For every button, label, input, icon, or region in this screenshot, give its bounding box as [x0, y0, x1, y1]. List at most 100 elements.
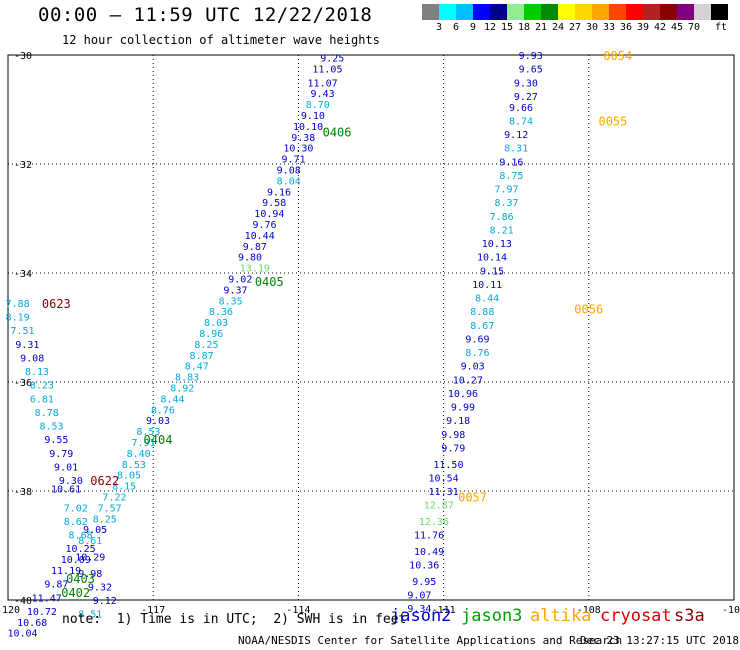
wave-height-value: 10.44 [245, 231, 275, 242]
wave-height-value: 9.99 [451, 403, 475, 414]
wave-height-value: 7.88 [6, 299, 30, 310]
wave-height-value: 9.95 [412, 577, 436, 588]
wave-height-value: 9.12 [504, 130, 528, 141]
colorbar-swatch [626, 4, 643, 20]
wave-height-value: 8.15 [112, 482, 136, 493]
wave-height-value: 9.79 [441, 443, 465, 454]
colorbar-label: 21 [534, 22, 548, 33]
wave-height-value: 9.37 [223, 285, 247, 296]
legend-jason2: jason2 [390, 606, 452, 626]
footer-note: note: 1) Time is in UTC; 2) SWH is in fe… [62, 612, 407, 627]
wave-height-value: 9.30 [514, 78, 538, 89]
figure-subtitle: 12 hour collection of altimeter wave hei… [62, 33, 380, 47]
wave-height-value: 9.98 [78, 569, 102, 580]
wave-height-value: 10.68 [17, 618, 47, 629]
wave-height-value: 8.21 [490, 225, 514, 236]
wave-height-value: 8.75 [499, 171, 523, 182]
wave-height-value: 8.53 [136, 427, 160, 438]
wave-height-value: 9.93 [519, 51, 543, 62]
colorbar-label: 18 [517, 22, 531, 33]
wave-height-value: 10.29 [75, 552, 105, 563]
wave-height-value: 9.27 [514, 92, 538, 103]
colorbar-swatch [609, 4, 626, 20]
wave-height-value: 9.10 [301, 111, 325, 122]
wave-height-value: 9.16 [267, 187, 291, 198]
wave-height-value: 9.07 [407, 591, 431, 602]
wave-height-value: 11.19 [51, 566, 81, 577]
wave-height-value: 9.80 [238, 253, 262, 264]
pass-time-label: 0404 [144, 433, 173, 447]
colorbar-label: 42 [653, 22, 667, 33]
wave-height-value: 9.18 [446, 416, 470, 427]
wave-height-value: 9.55 [44, 435, 68, 446]
colorbar-label: 24 [551, 22, 565, 33]
wave-height-value: 10.04 [7, 629, 37, 640]
wave-height-value: 8.44 [161, 394, 185, 405]
wave-height-value: 9.31 [15, 340, 39, 351]
legend-altika: altika [530, 606, 592, 626]
wave-height-value: 11.05 [312, 65, 342, 76]
wave-height-value: 10.11 [472, 280, 502, 291]
wave-height-value: 10.10 [293, 122, 323, 133]
wave-height-value: 8.47 [185, 362, 209, 373]
wave-height-value: 11.76 [414, 531, 444, 542]
wave-height-value: 9.25 [320, 54, 344, 65]
wave-height-value: 9.98 [441, 430, 465, 441]
wave-height-value: 8.35 [219, 296, 243, 307]
lon-tick-label: -120 [0, 605, 20, 616]
colorbar-label: 9 [469, 22, 477, 33]
wave-height-value: 8.40 [127, 449, 151, 460]
colorbar-label: 12 [483, 22, 497, 33]
colorbar-unit: ft [715, 22, 728, 33]
wave-height-value: 8.70 [306, 100, 330, 111]
wave-height-value: 10.54 [429, 473, 459, 484]
wave-height-value: 9.76 [252, 220, 276, 231]
wave-height-value: 11.47 [32, 593, 62, 604]
wave-height-value: 8.53 [122, 460, 146, 471]
lon-tick-label: -105 [722, 605, 740, 616]
legend-jason3: jason3 [461, 606, 523, 626]
wave-height-value: 9.32 [88, 582, 112, 593]
wave-height-value: 7.51 [10, 326, 34, 337]
axes [7, 54, 735, 601]
wave-height-value: 8.31 [504, 144, 528, 155]
wave-height-value: 8.04 [277, 176, 301, 187]
lon-tick-label: -114 [286, 605, 310, 616]
wave-height-value: 13.19 [240, 264, 270, 275]
lon-tick-label: -111 [432, 605, 456, 616]
timestamp: Dec 23 13:27:15 UTC 2018 [580, 634, 739, 647]
lat-tick-label: -32 [14, 160, 32, 171]
plot-frame [7, 54, 735, 601]
colorbar-label: 15 [500, 22, 514, 33]
wave-height-value: 8.25 [93, 514, 117, 525]
wave-height-value: 10.13 [482, 239, 512, 250]
wave-height-value: 8.13 [25, 367, 49, 378]
colorbar-swatch [439, 4, 456, 20]
wave-height-value: 8.78 [35, 408, 59, 419]
pass-time-label: 0402 [61, 586, 90, 600]
wave-height-value: 9.34 [407, 604, 431, 615]
wave-height-value: 10.09 [61, 555, 91, 566]
colorbar-swatch [507, 4, 524, 20]
wave-height-value: 8.61 [78, 536, 102, 547]
colorbar-swatch [711, 4, 728, 20]
wave-height-value: 12.36 [419, 517, 449, 528]
wave-height-value: 10.14 [477, 253, 507, 264]
wave-height-points: 9.93 9.65 9.30 9.279.66 8.74 9.12 8.31 9.16 8.75… [6, 51, 543, 640]
lat-tick-label: -30 [14, 51, 32, 62]
wave-height-value: 8.76 [465, 348, 489, 359]
wave-height-value: 8.76 [151, 405, 175, 416]
colorbar-label: 3 [435, 22, 443, 33]
tick-labels: -120 -117 -114 -111 -108 -105 -30 -32 -34 -36 -38 -… [0, 51, 740, 616]
lat-tick-label: -38 [14, 487, 32, 498]
wave-height-value: 9.30 [59, 476, 83, 487]
pass-time-label: 0054 [603, 49, 632, 63]
wave-height-value: 10.30 [283, 144, 313, 155]
wave-height-value: 10.96 [448, 389, 478, 400]
colorbar-label: 30 [585, 22, 599, 33]
wave-height-value: 9.08 [277, 165, 301, 176]
wave-height-value: 7.91 [131, 438, 155, 449]
colorbar-swatch [524, 4, 541, 20]
